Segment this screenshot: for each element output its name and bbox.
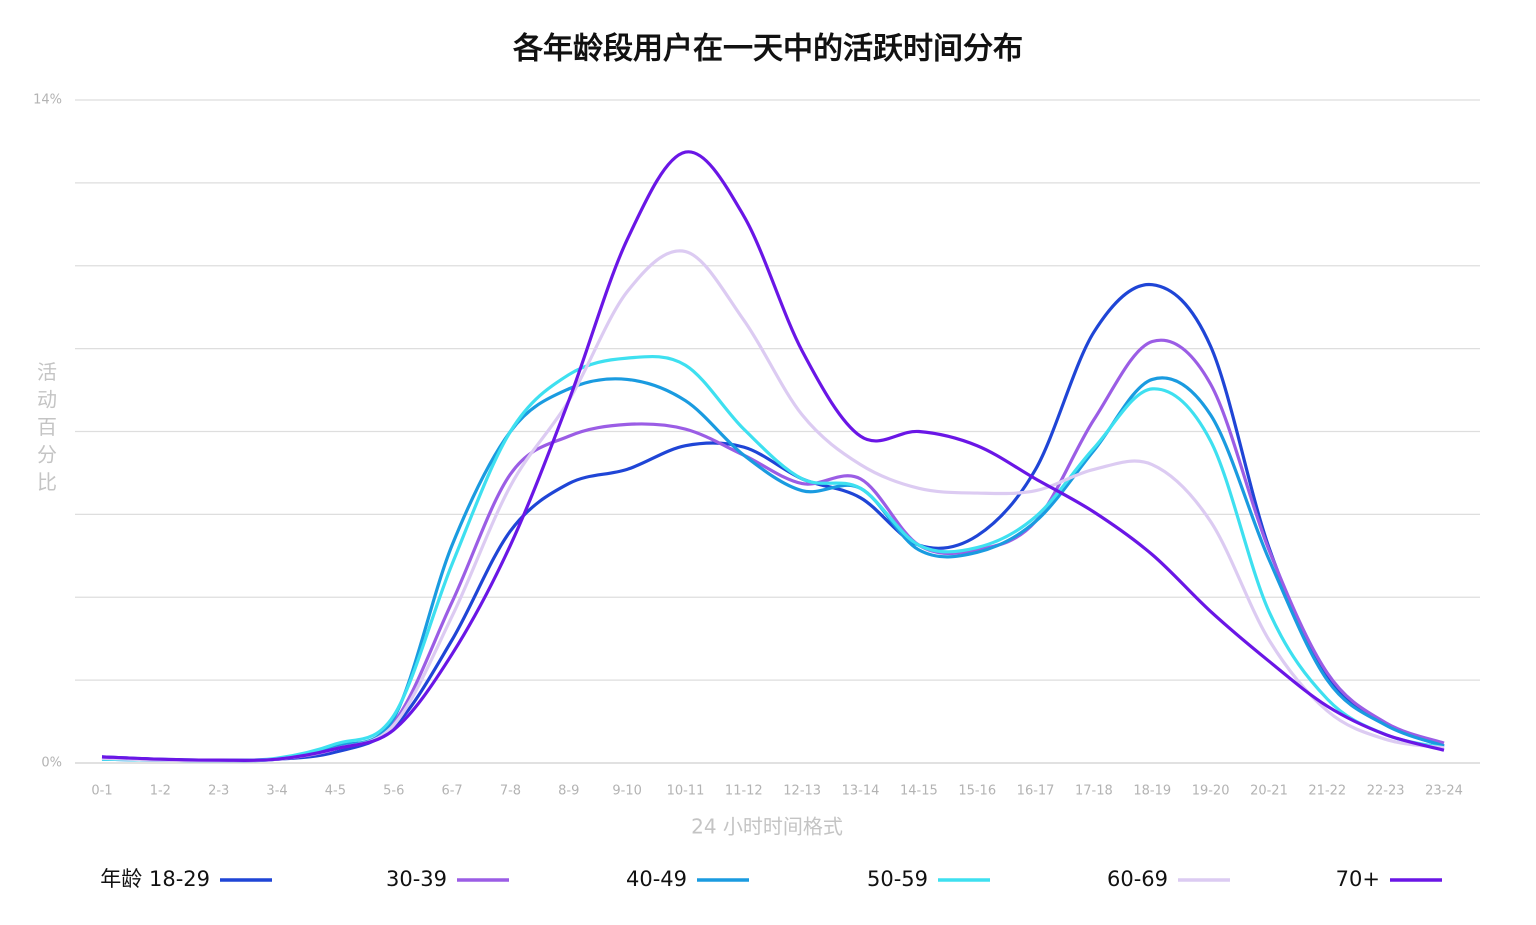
series-line	[101, 354, 1445, 763]
legend-label: 40-49	[626, 867, 687, 891]
x-tick-label: 1-2	[150, 784, 171, 799]
x-tick-label: 0-1	[91, 784, 112, 799]
x-tick-label: 17-18	[1075, 784, 1113, 799]
x-tick-label: 6-7	[441, 784, 462, 799]
legend-label: 年龄 18-29	[100, 867, 210, 891]
x-tick-label: 19-20	[1192, 784, 1230, 799]
legend-label: 60-69	[1107, 867, 1168, 891]
series-line	[101, 249, 1445, 763]
x-tick-label: 11-12	[725, 784, 763, 799]
legend-label: 50-59	[867, 867, 928, 891]
y-axis-label: 活动百分比	[37, 360, 57, 494]
series-line	[101, 338, 1445, 763]
x-tick-label: 20-21	[1250, 784, 1288, 799]
legend-label: 30-39	[386, 867, 447, 891]
x-tick-label: 8-9	[558, 784, 579, 799]
x-tick-label: 3-4	[266, 784, 287, 799]
x-tick-label: 7-8	[500, 784, 521, 799]
x-axis-label: 24 小时时间格式	[691, 815, 843, 839]
series-line	[101, 150, 1445, 762]
y-axis-label-text: 活动百分比	[37, 360, 57, 494]
x-tick-label: 21-22	[1308, 784, 1346, 799]
x-tick-label: 2-3	[208, 784, 229, 799]
x-tick-label: 15-16	[958, 784, 996, 799]
y-tick-label: 0%	[41, 756, 62, 771]
x-tick-label: 4-5	[325, 784, 346, 799]
y-tick-label: 14%	[33, 93, 62, 108]
x-tick-label: 12-13	[783, 784, 821, 799]
chart-title: 各年龄段用户在一天中的活跃时间分布	[512, 32, 1023, 67]
x-tick-label: 23-24	[1425, 784, 1463, 799]
legend-label: 70+	[1336, 867, 1380, 891]
x-tick-label: 10-11	[667, 784, 705, 799]
x-tick-label: 9-10	[612, 784, 642, 799]
series-line	[101, 283, 1445, 762]
series-line	[101, 376, 1445, 763]
x-tick-label: 16-17	[1017, 784, 1055, 799]
x-tick-label: 18-19	[1133, 784, 1171, 799]
x-tick-label: 5-6	[383, 784, 404, 799]
x-tick-label: 13-14	[842, 784, 880, 799]
x-tick-label: 14-15	[900, 784, 938, 799]
x-tick-label: 22-23	[1367, 784, 1405, 799]
